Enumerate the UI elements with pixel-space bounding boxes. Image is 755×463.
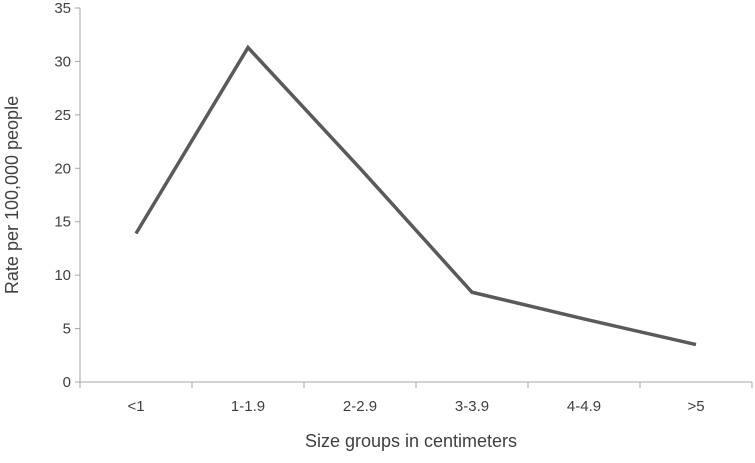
y-tick-label: 10 <box>54 267 71 284</box>
y-axis-title: Rate per 100,000 people <box>2 96 22 294</box>
y-tick-label: 35 <box>54 0 71 17</box>
y-tick-label: 30 <box>54 53 71 70</box>
x-tick-label: 2-2.9 <box>343 398 377 415</box>
x-tick-label: 3-3.9 <box>455 398 489 415</box>
x-tick-label: 1-1.9 <box>231 398 265 415</box>
x-tick-label: >5 <box>687 398 704 415</box>
data-series <box>136 48 696 345</box>
axes <box>75 8 752 388</box>
x-tick-label: 4-4.9 <box>567 398 601 415</box>
x-tick-label: <1 <box>127 398 144 415</box>
y-tick-label: 15 <box>54 214 71 231</box>
series-line <box>136 48 696 345</box>
y-tick-label: 5 <box>63 321 71 338</box>
y-tick-label: 20 <box>54 160 71 177</box>
y-tick-label: 0 <box>63 374 71 391</box>
y-tick-label: 25 <box>54 107 71 124</box>
x-axis-title: Size groups in centimeters <box>305 431 517 451</box>
